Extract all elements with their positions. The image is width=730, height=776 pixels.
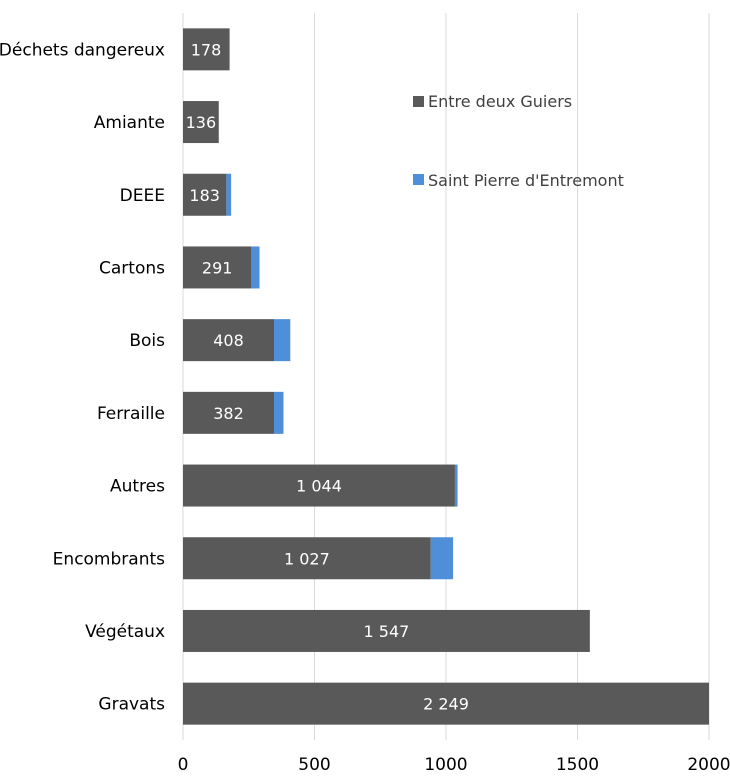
data-label-cartons: 291 xyxy=(202,258,233,277)
data-labels: 178 136 183 291 408 382 1 044 1 027 1 547 2 249 xyxy=(186,40,469,713)
data-label-gravats: 2 249 xyxy=(423,695,469,714)
bar-bois-series-1 xyxy=(183,319,274,362)
x-tick-500: 500 xyxy=(298,755,330,775)
bar-vegetaux-series-1 xyxy=(183,609,590,652)
bar-encombrants-series-1 xyxy=(183,537,431,580)
category-label-ferraille: Ferraille xyxy=(97,404,165,424)
x-tick-0: 0 xyxy=(178,755,189,775)
legend-label-saint-pierre: Saint Pierre d'Entremont xyxy=(428,171,624,190)
data-label-dechets-dangereux: 178 xyxy=(191,40,222,59)
bar-autres-series-2 xyxy=(454,464,458,507)
data-label-encombrants: 1 027 xyxy=(284,549,330,568)
data-label-amiante: 136 xyxy=(186,113,217,132)
bar-ferraille-series-1 xyxy=(183,391,274,434)
category-label-encombrants: Encombrants xyxy=(53,549,165,569)
category-labels: Déchets dangereux Amiante DEEE Cartons Bois F… xyxy=(0,40,165,714)
x-tick-labels: 0 500 1000 1500 2000 xyxy=(178,755,730,775)
category-label-gravats: Gravats xyxy=(98,695,165,715)
category-label-dechets-dangereux: Déchets dangereux xyxy=(0,40,165,60)
data-label-vegetaux: 1 547 xyxy=(364,622,410,641)
legend-swatch-entre-deux-guiers xyxy=(413,96,424,107)
category-label-deee: DEEE xyxy=(120,186,165,206)
bar-autres-series-1 xyxy=(183,464,455,507)
bar-encombrants-series-2 xyxy=(430,537,454,580)
bar-dechets-dangereux-series-1 xyxy=(183,28,230,71)
category-label-cartons: Cartons xyxy=(99,258,165,278)
bar-cartons-series-1 xyxy=(183,246,252,289)
data-label-ferraille: 382 xyxy=(213,404,244,423)
category-label-bois: Bois xyxy=(129,331,165,351)
bar-dechets-dangereux-series-2 xyxy=(229,28,230,71)
data-label-bois: 408 xyxy=(213,331,244,350)
legend-swatch-saint-pierre xyxy=(413,174,424,185)
category-label-vegetaux: Végétaux xyxy=(85,622,165,642)
bar-bois-series-2 xyxy=(273,319,291,362)
legend-label-entre-deux-guiers: Entre deux Guiers xyxy=(428,92,572,111)
data-label-autres: 1 044 xyxy=(296,477,342,496)
data-label-deee: 183 xyxy=(189,186,220,205)
x-tick-2000: 2000 xyxy=(687,755,730,775)
x-tick-1000: 1000 xyxy=(424,755,467,775)
bar-ferraille-series-2 xyxy=(273,391,284,434)
category-label-amiante: Amiante xyxy=(94,113,165,133)
bars xyxy=(183,28,709,725)
bar-deee-series-2 xyxy=(226,173,232,216)
x-tick-1500: 1500 xyxy=(556,755,599,775)
bar-gravats-series-1 xyxy=(183,682,709,725)
bar-amiante-series-1 xyxy=(183,101,219,144)
category-label-autres: Autres xyxy=(110,477,165,497)
bar-deee-series-1 xyxy=(183,173,227,216)
bar-cartons-series-2 xyxy=(251,246,260,289)
legend: Entre deux Guiers Saint Pierre d'Entremo… xyxy=(413,92,624,190)
